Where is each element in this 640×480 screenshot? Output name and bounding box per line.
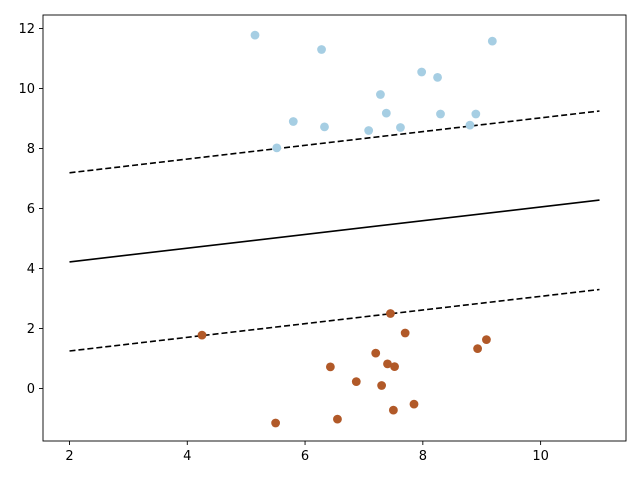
data-point [272, 143, 282, 153]
data-point [377, 381, 387, 390]
data-point [371, 348, 381, 358]
margin-line-2 [69, 288, 600, 352]
data-point [436, 109, 445, 119]
data-point [271, 418, 281, 428]
x-tick-label: 2 [65, 449, 73, 464]
data-point [333, 414, 342, 424]
y-tick-label: 6 [27, 202, 35, 217]
data-point [433, 73, 442, 82]
data-point [388, 405, 398, 415]
data-point [351, 377, 361, 386]
data-point [390, 362, 399, 371]
x-tick-label: 8 [419, 449, 427, 464]
data-point [482, 335, 491, 344]
data-point [487, 36, 497, 46]
data-point [288, 117, 298, 126]
data-point [317, 45, 326, 54]
data-point [409, 399, 419, 409]
data-point [364, 126, 374, 135]
data-point [465, 120, 475, 130]
axes: 2 4 6 8 10 0 2 4 6 8 10 12 [18, 14, 627, 464]
data-point [250, 30, 260, 40]
data-point [325, 362, 335, 372]
y-tick-label: 12 [18, 22, 35, 37]
data-point [396, 123, 405, 132]
data-point [320, 122, 329, 132]
x-tick-label: 4 [183, 449, 191, 464]
y-tick-label: 0 [27, 382, 35, 397]
data-point [400, 328, 410, 338]
data-point [381, 108, 391, 118]
x-tick-label: 10 [532, 449, 549, 464]
data-point [383, 359, 392, 369]
decision-boundary-line [69, 199, 600, 263]
plot-area [69, 30, 600, 428]
data-point [471, 109, 481, 119]
data-point [386, 309, 395, 318]
data-point [197, 330, 207, 340]
y-tick-label: 8 [27, 142, 35, 157]
margin-line-1 [69, 110, 600, 174]
y-tick-label: 2 [27, 322, 35, 337]
y-tick-label: 4 [27, 262, 35, 277]
plot-frame [42, 14, 627, 442]
y-tick-label: 10 [18, 82, 35, 97]
x-tick-label: 6 [301, 449, 309, 464]
data-point [376, 90, 385, 99]
data-point [473, 344, 482, 353]
data-point [417, 67, 427, 77]
